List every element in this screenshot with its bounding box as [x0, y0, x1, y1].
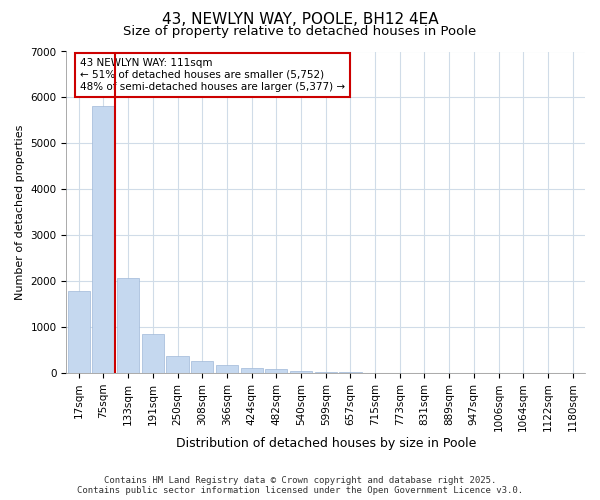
Text: Contains HM Land Registry data © Crown copyright and database right 2025.
Contai: Contains HM Land Registry data © Crown c…	[77, 476, 523, 495]
Text: 43 NEWLYN WAY: 111sqm
← 51% of detached houses are smaller (5,752)
48% of semi-d: 43 NEWLYN WAY: 111sqm ← 51% of detached …	[80, 58, 345, 92]
Bar	[265, 369, 287, 373]
Bar	[339, 372, 362, 373]
Bar	[314, 372, 337, 373]
Text: Size of property relative to detached houses in Poole: Size of property relative to detached ho…	[124, 25, 476, 38]
Text: 43, NEWLYN WAY, POOLE, BH12 4EA: 43, NEWLYN WAY, POOLE, BH12 4EA	[161, 12, 439, 28]
Bar	[117, 278, 139, 373]
Bar	[290, 371, 312, 373]
Bar	[166, 356, 188, 373]
Bar	[68, 291, 90, 373]
Bar	[241, 368, 263, 373]
Y-axis label: Number of detached properties: Number of detached properties	[15, 124, 25, 300]
Bar	[142, 334, 164, 373]
Bar	[92, 106, 115, 373]
Bar	[191, 362, 214, 373]
X-axis label: Distribution of detached houses by size in Poole: Distribution of detached houses by size …	[176, 437, 476, 450]
Bar	[216, 365, 238, 373]
